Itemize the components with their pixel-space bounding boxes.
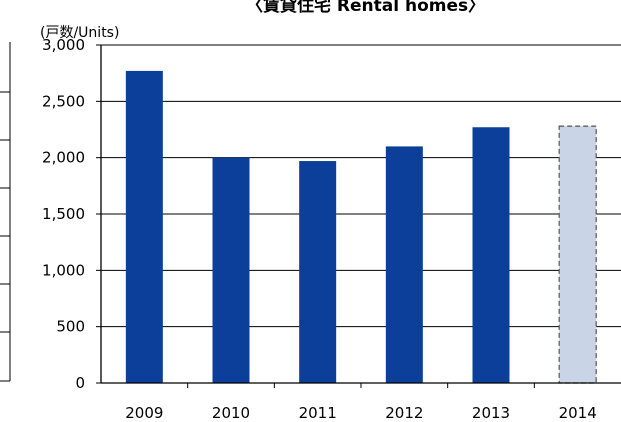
bar-2010 <box>212 157 250 383</box>
x-tick-labels: 2009 2010 2011 2012 2013 2014 <box>125 404 597 422</box>
bar-2009 <box>125 70 163 383</box>
y-tick-label: 0 <box>75 374 85 392</box>
y-tick-label: 500 <box>56 318 85 336</box>
bar-2013 <box>472 127 510 383</box>
x-tick-label-2012: 2012 <box>385 404 423 422</box>
y-tick-labels: 0 500 1,000 1,500 2,000 2,500 3,000 <box>42 36 85 392</box>
bar-2011 <box>299 161 337 383</box>
x-tick-label-2011: 2011 <box>299 404 337 422</box>
y-tick-label: 2,000 <box>42 149 85 167</box>
bars <box>125 70 597 384</box>
y-tick-label: 3,000 <box>42 36 85 54</box>
y-tick-label: 1,500 <box>42 205 85 223</box>
x-tick-label-2010: 2010 <box>212 404 250 422</box>
y-axis-unit-label: (戸数/Units) <box>40 25 120 41</box>
x-tick-label-2013: 2013 <box>472 404 510 422</box>
axes <box>0 42 621 388</box>
chart-title-text: 〈賃貸住宅 Rental homes〉 <box>246 0 486 16</box>
chart-title: 〈賃貸住宅 Rental homes〉 <box>246 0 485 16</box>
y-tick-label: 2,500 <box>42 92 85 110</box>
bar-2012 <box>385 146 423 383</box>
x-tick-label-2009: 2009 <box>125 404 163 422</box>
y-tick-label: 1,000 <box>42 261 85 279</box>
x-tick-label-2014: 2014 <box>559 404 597 422</box>
gridlines <box>101 44 621 328</box>
bar-estimate-2014 <box>558 125 597 384</box>
